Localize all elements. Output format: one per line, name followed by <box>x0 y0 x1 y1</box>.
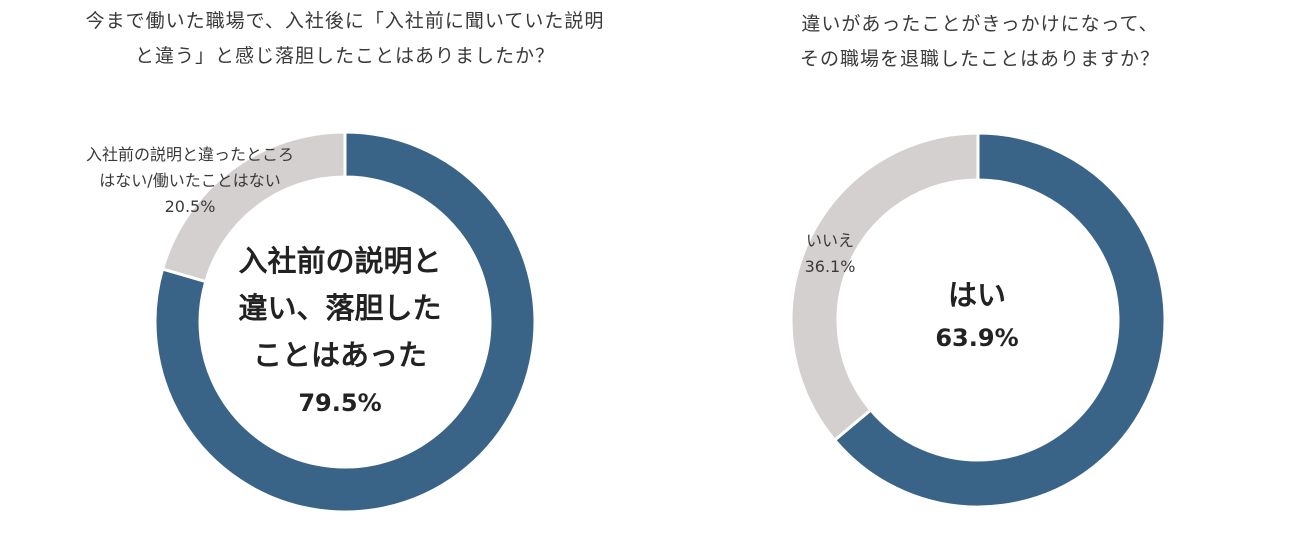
donut-left-center-label: 入社前の説明と 違い、落胆した ことはあった 79.5% <box>190 238 490 423</box>
donut-right-center-label: はい 63.9% <box>877 274 1077 356</box>
donut-left-slice-major <box>153 130 537 514</box>
donut-left-minor-label-line-1: 入社前の説明と違ったところ <box>85 145 294 164</box>
donut-left-minor-value: 20.5% <box>164 197 216 216</box>
donut-left-major-value: 79.5% <box>298 389 382 417</box>
donut-left-major-label-line-3: ことはあった <box>252 338 427 372</box>
donut-left-major-label-line-1: 入社前の説明と <box>238 244 442 278</box>
chart-title-left: 今まで働いた職場で、入社後に「入社前に聞いていた説明 と違う」と感じ落胆したこと… <box>40 4 650 74</box>
donut-right-minor-label-line-1: いいえ <box>805 231 854 250</box>
donut-right-major-value: 63.9% <box>935 324 1019 352</box>
donut-right-slice-minor <box>789 131 980 443</box>
donut-right-slice-major <box>832 131 1167 509</box>
donut-left-minor-label: 入社前の説明と違ったところ はない/働いたことはない 20.5% <box>60 142 320 220</box>
donut-left-slice-minor <box>160 130 347 284</box>
chart-title-left-line-2: と違う」と感じ落胆したことはありましたか？ <box>134 45 555 67</box>
donut-right-major-label-line-1: はい <box>947 278 1006 312</box>
donut-left-minor-label-line-2: はない/働いたことはない <box>99 171 281 190</box>
donut-right-minor-value: 36.1% <box>804 257 856 276</box>
donut-right-minor-label: いいえ 36.1% <box>785 228 875 280</box>
donut-left-major-label-line-2: 違い、落胆した <box>238 291 442 325</box>
chart-title-right: 違いがあったことがきっかけになって、 その職場を退職したことはありますか？ <box>720 7 1240 77</box>
chart-title-left-line-1: 今まで働いた職場で、入社後に「入社前に聞いていた説明 <box>85 10 605 32</box>
chart-title-right-line-1: 違いがあったことがきっかけになって、 <box>801 13 1159 35</box>
chart-title-right-line-2: その職場を退職したことはありますか？ <box>799 48 1160 70</box>
